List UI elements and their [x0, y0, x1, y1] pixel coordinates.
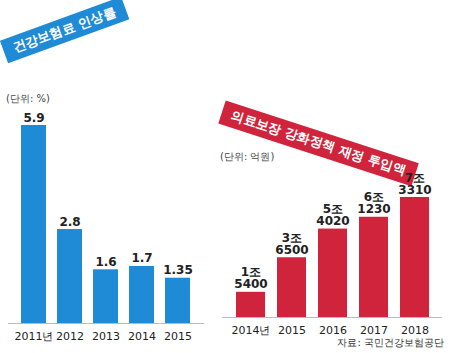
svg-text:2017: 2017 [360, 324, 388, 337]
svg-text:1.7: 1.7 [131, 251, 152, 265]
svg-text:2018: 2018 [401, 324, 429, 337]
svg-text:2015: 2015 [278, 324, 306, 337]
html-text:자료: 국민건강보험공단: 자료: 국민건강보험공단 [337, 337, 444, 348]
html-text:의료보장 강화정책 재정 투입액: 의료보장 강화정책 재정 투입액 [229, 107, 408, 179]
svg-text:2014년: 2014년 [232, 324, 271, 337]
svg-text:2013: 2013 [92, 330, 120, 343]
svg-text:2.8: 2.8 [59, 215, 80, 229]
svg-text:1.35: 1.35 [163, 263, 193, 277]
svg-text:1.6: 1.6 [95, 255, 116, 269]
svg-text:3조6500: 3조6500 [275, 231, 308, 257]
html-text:(단위: 억원): (단위: 억원) [220, 151, 275, 162]
svg-text:2012: 2012 [56, 330, 84, 343]
html-text:건강보험료 인상률: 건강보험료 인상률 [10, 3, 118, 56]
svg-text:1조5400: 1조5400 [234, 265, 267, 291]
svg-text:5조4020: 5조4020 [316, 202, 349, 228]
html-text:(단위: %): (단위: %) [6, 93, 50, 104]
svg-text:5.9: 5.9 [23, 111, 44, 125]
svg-text:2015: 2015 [164, 330, 192, 343]
svg-text:2016: 2016 [319, 324, 347, 337]
svg-text:2011년: 2011년 [15, 330, 54, 343]
svg-text:6조1230: 6조1230 [357, 190, 390, 216]
svg-text:7조3310: 7조3310 [398, 171, 431, 197]
svg-text:2014: 2014 [128, 330, 156, 343]
